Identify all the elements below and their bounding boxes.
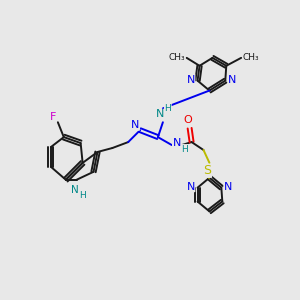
Text: S: S [203, 164, 211, 177]
Text: N: N [224, 182, 232, 192]
Text: H: H [79, 191, 86, 200]
Text: N: N [156, 109, 164, 119]
Text: H: H [164, 104, 171, 113]
Text: F: F [50, 112, 56, 122]
Text: CH₃: CH₃ [168, 53, 185, 62]
Text: H: H [181, 145, 188, 154]
Text: O: O [183, 115, 192, 125]
Text: N: N [131, 120, 139, 130]
Text: CH₃: CH₃ [243, 53, 260, 62]
Text: N: N [186, 75, 195, 85]
Text: N: N [172, 138, 181, 148]
Text: N: N [71, 184, 79, 195]
Text: N: N [228, 75, 236, 85]
Text: N: N [186, 182, 195, 192]
